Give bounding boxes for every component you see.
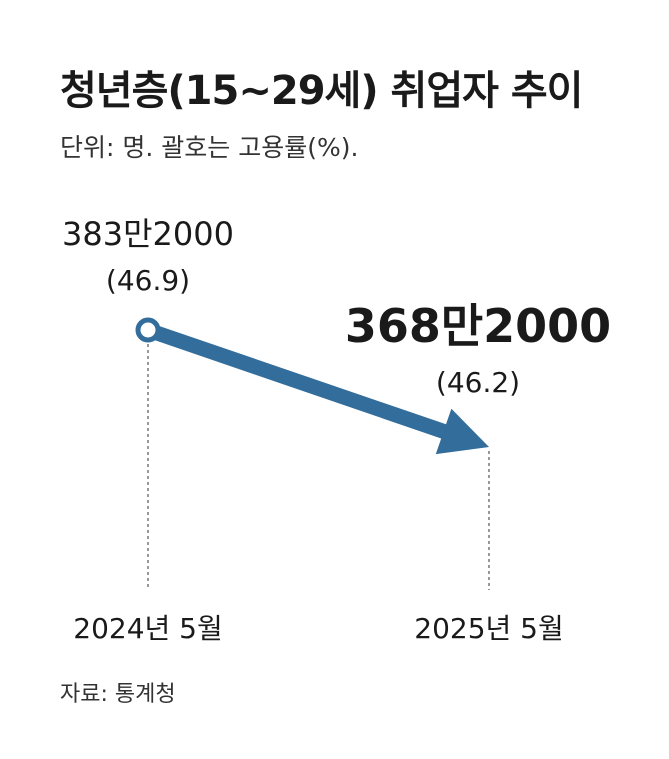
source-note: 자료: 통계청	[60, 682, 176, 707]
rate-label-2024: (46.9)	[106, 264, 190, 297]
data-point-2024	[135, 317, 161, 343]
unit-note: 단위: 명. 괄호는 고용률(%).	[60, 133, 359, 162]
value-label-2025: 368만2000	[345, 299, 611, 353]
chart-title: 청년층(15∼29세) 취업자 추이	[60, 68, 583, 114]
trend-arrow	[155, 326, 489, 455]
rate-label-2025: (46.2)	[436, 366, 520, 399]
value-label-2024: 383만2000	[62, 215, 234, 253]
x-tick-label-2025: 2025년 5월	[414, 612, 564, 645]
x-tick-label-2024: 2024년 5월	[73, 612, 223, 645]
